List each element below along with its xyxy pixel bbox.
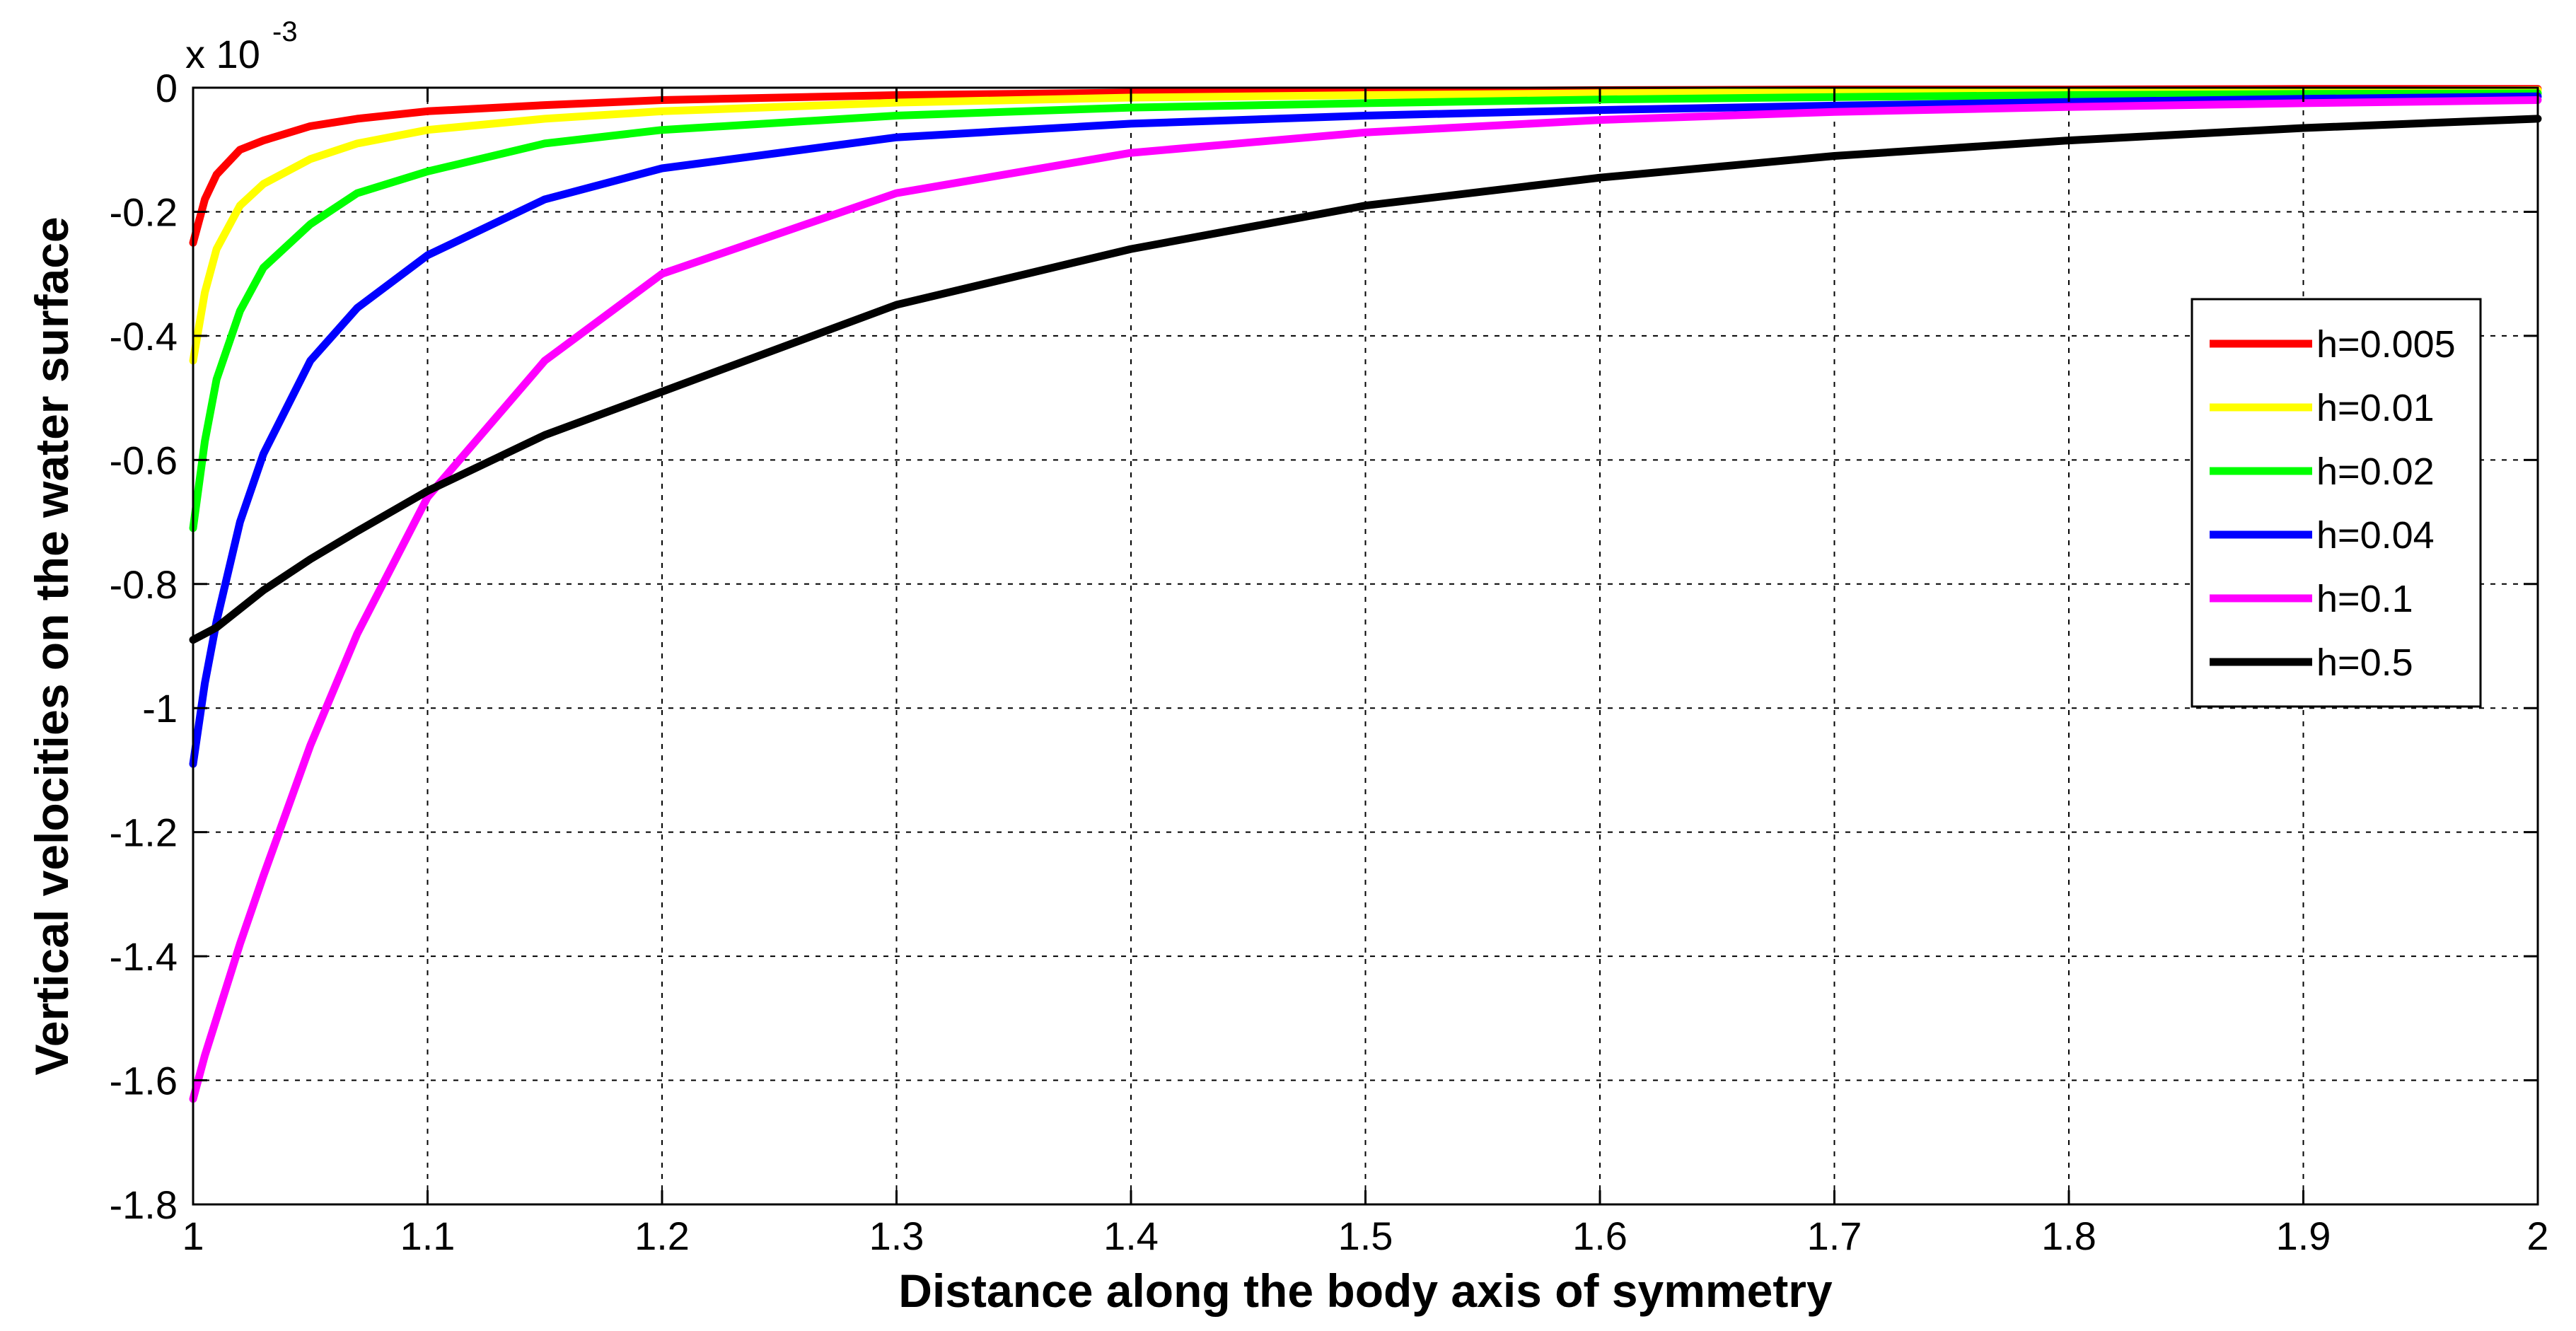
- y-tick-label: -1.2: [110, 810, 178, 855]
- y-axis-exponent-base: x 10: [185, 32, 260, 76]
- legend-label: h=0.01: [2316, 387, 2435, 429]
- series-line: [189, 92, 2542, 768]
- y-tick-label: -0.2: [110, 190, 178, 234]
- x-axis-label: Distance along the body axis of symmetry: [898, 1265, 1833, 1317]
- y-tick-label: -1.6: [110, 1059, 178, 1103]
- x-tick-label: 1.4: [1103, 1214, 1159, 1258]
- x-tick-label: 1.5: [1338, 1214, 1393, 1258]
- y-tick-label: -1.8: [110, 1182, 178, 1227]
- legend-label: h=0.02: [2316, 451, 2435, 493]
- x-tick-label: 2: [2526, 1214, 2548, 1258]
- legend-label: h=0.1: [2316, 578, 2413, 620]
- y-tick-label: -0.4: [110, 314, 178, 359]
- x-tick-label: 1.8: [2041, 1214, 2096, 1258]
- legend-label: h=0.04: [2316, 514, 2435, 557]
- y-tick-label: -0.8: [110, 562, 178, 607]
- legend-label: h=0.005: [2316, 323, 2456, 366]
- x-tick-label: 1.3: [869, 1214, 924, 1258]
- series-line: [189, 89, 2542, 533]
- x-tick-label: 1.9: [2276, 1214, 2331, 1258]
- y-tick-label: -1: [142, 686, 178, 731]
- x-tick-label: 1: [182, 1214, 204, 1258]
- x-tick-label: 1.6: [1572, 1214, 1628, 1258]
- legend-label: h=0.5: [2316, 641, 2413, 684]
- y-tick-label: 0: [156, 66, 178, 110]
- y-axis-exponent-power: -3: [272, 16, 298, 47]
- legend: h=0.005 h=0.01 h=0.02 h=0.04 h=0.1 h=0.5: [2191, 298, 2482, 708]
- x-axis-ticks: 1 1.1 1.2 1.3 1.4 1.5 1.6 1.7 1.8 1.9 2: [182, 88, 2549, 1258]
- series-line: [189, 86, 2542, 365]
- y-tick-label: -1.4: [110, 934, 178, 979]
- series-line: [189, 96, 2542, 1103]
- y-axis-ticks: 0 -0.2 -0.4 -0.6 -0.8 -1 -1.2 -1.4 -1.6 -1.8: [110, 66, 2538, 1227]
- series-lines: [189, 85, 2542, 1103]
- legend-box: [2191, 298, 2482, 708]
- series-line: [189, 115, 2542, 644]
- y-axis-label: Vertical velocities on the water surface: [25, 216, 78, 1075]
- y-tick-label: -0.6: [110, 438, 178, 482]
- x-tick-label: 1.1: [400, 1214, 456, 1258]
- x-tick-label: 1.7: [1807, 1214, 1862, 1258]
- x-tick-label: 1.2: [634, 1214, 690, 1258]
